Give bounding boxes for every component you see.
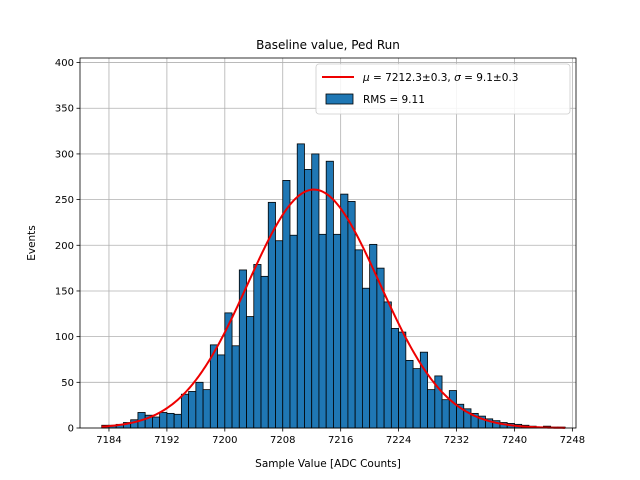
histogram-bar: [173, 413, 182, 429]
histogram-bar: [448, 390, 457, 429]
legend-mu-value: = 7212.3±0.3,: [370, 72, 454, 84]
legend-hist-label: RMS = 9.11: [363, 94, 425, 106]
histogram-bar: [412, 368, 421, 429]
histogram-bar: [361, 287, 371, 429]
histogram-bar: [152, 416, 161, 429]
x-tick-label: 7224: [386, 435, 411, 446]
x-tick-label: 7216: [328, 435, 353, 446]
histogram-bar: [354, 249, 363, 429]
y-tick-label: 150: [55, 286, 74, 297]
histogram-bar: [390, 328, 399, 429]
y-axis-label: Events: [26, 225, 38, 261]
histogram-bar: [195, 381, 204, 429]
x-tick-label: 7232: [444, 435, 469, 446]
legend-mu-symbol: μ: [362, 72, 370, 84]
histogram-bar: [260, 275, 269, 429]
histogram-bar: [340, 193, 349, 429]
y-tick-label: 50: [61, 378, 74, 389]
y-tick-label: 200: [55, 241, 74, 252]
histogram-bar: [427, 389, 436, 429]
histogram-bar: [369, 243, 378, 429]
x-tick-label: 7208: [270, 435, 295, 446]
fit-curve-layer: [101, 188, 566, 429]
plot-frame: [79, 57, 577, 429]
histogram-bar: [311, 153, 320, 429]
legend-box: [315, 63, 571, 115]
y-tick-label: 0: [68, 424, 74, 435]
histogram-bar: [166, 412, 175, 429]
histogram-bar: [217, 354, 226, 429]
gaussian-fit-line: [101, 188, 566, 429]
histogram-bar: [246, 316, 255, 429]
chart-title: Baseline value, Ped Run: [256, 38, 400, 52]
x-tick-label: 7184: [96, 435, 121, 446]
x-tick-label: 7200: [212, 435, 237, 446]
x-tick-label: 7240: [502, 435, 527, 446]
histogram-bar: [282, 180, 291, 429]
histogram-bar: [231, 345, 240, 429]
histogram-bar: [202, 389, 211, 429]
legend: μ = 7212.3±0.3, σ = 9.1±0.3 RMS = 9.11: [315, 63, 571, 115]
histogram-bar: [398, 331, 407, 429]
histogram-bar: [333, 233, 342, 429]
histogram-bars: [101, 143, 566, 429]
legend-sigma-symbol: σ: [454, 72, 461, 84]
histogram-bar: [347, 201, 356, 429]
legend-hist-swatch: [325, 93, 354, 105]
legend-sigma-value: = 9.1±0.3: [461, 72, 519, 84]
y-tick-label: 350: [55, 104, 74, 115]
y-tick-label: 300: [55, 149, 74, 160]
histogram-bar: [405, 359, 414, 429]
histogram-bar: [180, 393, 190, 429]
x-tick-label: 7248: [560, 435, 585, 446]
y-tick-label: 250: [55, 195, 74, 206]
x-tick-label: 7192: [154, 435, 179, 446]
histogram-bar: [325, 160, 334, 429]
legend-fit-label: μ = 7212.3±0.3, σ = 9.1±0.3: [362, 72, 518, 84]
histogram-bar: [318, 233, 327, 429]
histogram-bar: [253, 264, 262, 429]
histogram-bar: [275, 240, 284, 429]
y-tick-label: 400: [55, 58, 74, 69]
x-axis-label: Sample Value [ADC Counts]: [255, 458, 401, 470]
histogram-bar: [383, 301, 392, 429]
histogram-bar: [304, 169, 313, 429]
histogram-bar: [188, 391, 197, 429]
histogram-bar: [159, 412, 168, 429]
histogram-bar: [289, 234, 298, 429]
histogram-bar: [296, 143, 305, 429]
y-tick-label: 100: [55, 332, 74, 343]
histogram-bar: [441, 399, 450, 429]
axis-ticks: 7184 7192 7200 7208 7216 7224 7232 7240 7248 0 50 1…: [55, 58, 585, 446]
